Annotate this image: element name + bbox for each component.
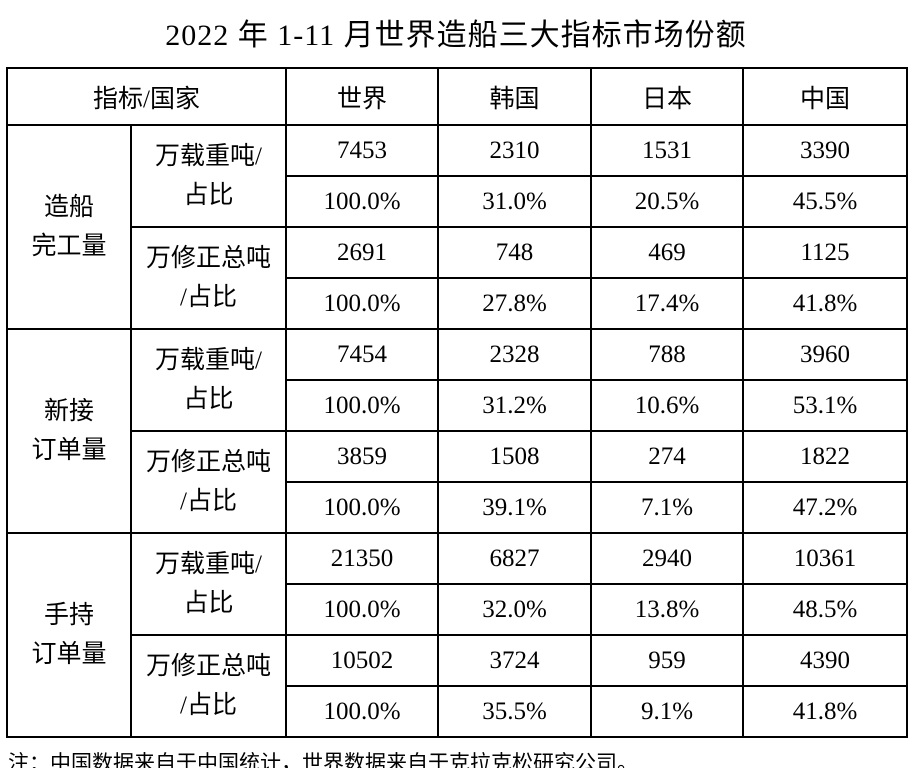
value-cell: 2328 (437, 328, 593, 381)
unit-cell: 万载重吨/ 占比 (129, 532, 288, 636)
share-cell: 100.0% (285, 277, 440, 330)
unit-cell: 万修正总吨 /占比 (129, 226, 288, 330)
table-row: 万修正总吨 /占比 2691 748 469 1125 (7, 226, 909, 330)
share-cell: 100.0% (285, 685, 440, 738)
share-cell: 7.1% (590, 481, 745, 534)
value-cell: 7453 (285, 124, 440, 177)
table-row: 造船 完工量 万载重吨/ 占比 7453 2310 1531 3390 (6, 124, 909, 330)
column-header-china: 中国 (742, 67, 909, 126)
share-cell: 100.0% (285, 379, 440, 432)
table-row: 万修正总吨 /占比 10502 3724 959 4390 (7, 634, 909, 738)
value-cell: 959 (590, 634, 745, 687)
share-cell: 45.5% (742, 175, 909, 228)
share-cell: 39.1% (437, 481, 593, 534)
table-row: 100.0% 31.0% 20.5% 45.5% (7, 175, 909, 228)
unit-cell: 万载重吨/ 占比 (129, 124, 288, 228)
share-cell: 10.6% (590, 379, 745, 432)
table-row: 100.0% 31.2% 10.6% 53.1% (7, 379, 909, 432)
share-cell: 20.5% (590, 175, 745, 228)
share-cell: 27.8% (437, 277, 593, 330)
share-cell: 47.2% (742, 481, 909, 534)
corner-header-cell: 指标/国家 (5, 67, 288, 126)
share-cell: 31.0% (437, 175, 593, 228)
value-cell: 7454 (285, 328, 440, 381)
column-header-japan: 日本 (590, 67, 745, 126)
value-cell: 1125 (742, 226, 909, 279)
unit-cell: 万载重吨/ 占比 (129, 328, 288, 432)
unit-cell: 万修正总吨 /占比 (129, 430, 288, 534)
share-cell: 48.5% (742, 583, 909, 636)
value-cell: 469 (590, 226, 745, 279)
value-cell: 1508 (437, 430, 593, 483)
share-cell: 41.8% (742, 277, 909, 330)
value-cell: 3859 (285, 430, 440, 483)
value-cell: 6827 (437, 532, 593, 585)
indicator-cell-order-backlog: 手持 订单量 (6, 532, 132, 738)
share-cell: 100.0% (285, 175, 440, 228)
share-cell: 100.0% (285, 481, 440, 534)
share-cell: 31.2% (437, 379, 593, 432)
table-header-row: 指标/国家 世界 韩国 日本 中国 (5, 67, 909, 126)
value-cell: 1531 (590, 124, 745, 177)
value-cell: 2310 (437, 124, 593, 177)
value-cell: 1822 (742, 430, 909, 483)
unit-cell: 万修正总吨 /占比 (129, 634, 288, 738)
value-cell: 10502 (285, 634, 440, 687)
value-cell: 274 (590, 430, 745, 483)
value-cell: 3960 (742, 328, 909, 381)
share-cell: 17.4% (590, 277, 745, 330)
share-cell: 41.8% (742, 685, 909, 738)
shipbuilding-indicators-table: 指标/国家 世界 韩国 日本 中国 造船 完工量 万载重吨/ 占比 7453 2… (5, 67, 909, 738)
table-row: 100.0% 39.1% 7.1% 47.2% (7, 481, 909, 534)
share-cell: 32.0% (437, 583, 593, 636)
share-cell: 53.1% (742, 379, 909, 432)
indicator-cell-completions: 造船 完工量 (6, 124, 132, 330)
page-title: 2022 年 1-11 月世界造船三大指标市场份额 (165, 19, 747, 52)
column-header-korea: 韩国 (437, 67, 593, 126)
table-row: 100.0% 32.0% 13.8% 48.5% (7, 583, 909, 636)
value-cell: 10361 (742, 532, 909, 585)
table-row: 手持 订单量 万载重吨/ 占比 21350 6827 2940 10361 (6, 532, 909, 738)
value-cell: 748 (437, 226, 593, 279)
table-row: 100.0% 35.5% 9.1% 41.8% (7, 685, 909, 738)
value-cell: 3390 (742, 124, 909, 177)
share-cell: 100.0% (285, 583, 440, 636)
column-header-world: 世界 (285, 67, 440, 126)
share-cell: 9.1% (590, 685, 745, 738)
share-cell: 13.8% (590, 583, 745, 636)
table-row: 100.0% 27.8% 17.4% 41.8% (7, 277, 909, 330)
value-cell: 2691 (285, 226, 440, 279)
table-row: 万修正总吨 /占比 3859 1508 274 1822 (7, 430, 909, 534)
value-cell: 3724 (437, 634, 593, 687)
indicator-cell-new-orders: 新接 订单量 (6, 328, 132, 534)
value-cell: 788 (590, 328, 745, 381)
source-note: 注：中国数据来自于中国统计，世界数据来自于克拉克松研究公司。 (8, 751, 638, 768)
table-row: 新接 订单量 万载重吨/ 占比 7454 2328 788 3960 (6, 328, 909, 534)
value-cell: 2940 (590, 532, 745, 585)
value-cell: 4390 (742, 634, 909, 687)
value-cell: 21350 (285, 532, 440, 585)
share-cell: 35.5% (437, 685, 593, 738)
